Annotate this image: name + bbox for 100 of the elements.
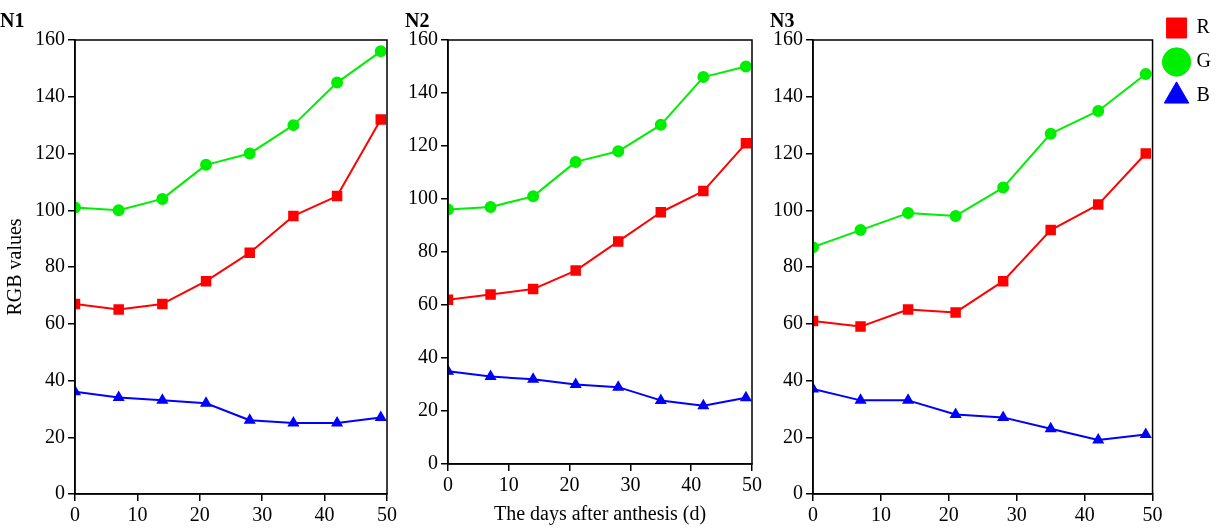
point xyxy=(200,397,212,407)
x-tick-label: 50 xyxy=(377,503,397,526)
x-tick-label: 30 xyxy=(620,473,641,496)
x-tick-label: 0 xyxy=(443,473,453,496)
point xyxy=(375,411,387,421)
y-tick-label: 140 xyxy=(408,80,438,103)
point xyxy=(655,394,667,404)
point xyxy=(527,190,540,203)
point xyxy=(1139,68,1152,81)
point xyxy=(200,275,212,287)
point xyxy=(1140,428,1152,438)
point xyxy=(997,411,1009,421)
point xyxy=(156,192,169,205)
y-tick-label: 80 xyxy=(783,254,803,277)
x-axis-title: The days after anthesis (d) xyxy=(493,502,707,526)
legend-label: B xyxy=(1196,83,1210,106)
point xyxy=(1140,148,1152,159)
point xyxy=(949,209,962,222)
y-tick-label: 120 xyxy=(408,133,438,156)
y-tick-label: 80 xyxy=(418,239,438,262)
point xyxy=(288,210,299,222)
x-tick-label: 10 xyxy=(870,503,891,526)
point xyxy=(157,394,168,404)
point xyxy=(570,265,581,276)
y-tick-label: 20 xyxy=(45,424,65,447)
x-tick-label: 20 xyxy=(559,473,580,496)
point xyxy=(997,181,1010,194)
point xyxy=(698,185,709,197)
legend-label: G xyxy=(1196,49,1212,72)
x-tick-label: 40 xyxy=(314,503,335,526)
point xyxy=(570,378,582,388)
point xyxy=(375,114,386,125)
point xyxy=(485,289,496,300)
point xyxy=(655,207,667,218)
point xyxy=(1045,224,1056,236)
point xyxy=(244,414,256,424)
y-tick-label: 140 xyxy=(773,84,803,106)
point xyxy=(331,76,344,89)
point xyxy=(698,399,709,410)
point xyxy=(113,391,125,402)
point xyxy=(855,321,866,332)
chart-title: N1 xyxy=(0,9,25,32)
point xyxy=(1045,422,1057,433)
x-tick-label: 20 xyxy=(189,503,210,526)
y-tick-label: 20 xyxy=(418,398,438,421)
point xyxy=(527,283,539,295)
point xyxy=(1092,434,1104,444)
point xyxy=(740,138,752,149)
point xyxy=(950,408,961,419)
x-tick-label: 40 xyxy=(1074,503,1095,526)
y-tick-label: 40 xyxy=(418,345,438,368)
point xyxy=(902,304,914,315)
y-tick-label: 120 xyxy=(35,140,65,163)
point xyxy=(613,236,624,247)
point xyxy=(200,158,213,171)
y-tick-label: 60 xyxy=(45,311,65,333)
point xyxy=(612,145,625,158)
x-tick-label: 50 xyxy=(742,473,762,496)
y-tick-label: 120 xyxy=(773,140,803,163)
y-tick-label: 40 xyxy=(45,367,65,390)
point xyxy=(112,204,125,217)
point xyxy=(484,200,497,213)
x-tick-label: 20 xyxy=(938,503,959,526)
y-tick-label: 100 xyxy=(773,197,803,220)
y-tick-label: 60 xyxy=(783,311,803,333)
x-tick-label: 30 xyxy=(1006,503,1027,526)
y-tick-label: 140 xyxy=(35,84,65,106)
x-tick-label: 0 xyxy=(70,503,80,526)
x-tick-label: 10 xyxy=(498,473,519,496)
point xyxy=(244,247,255,259)
point xyxy=(950,307,961,318)
x-tick-label: 10 xyxy=(127,503,148,526)
x-tick-label: 0 xyxy=(808,503,818,526)
point xyxy=(1092,104,1105,117)
point xyxy=(997,275,1009,287)
x-tick-label: 40 xyxy=(681,473,702,496)
point xyxy=(1092,199,1104,210)
y-tick-label: 100 xyxy=(408,186,438,209)
x-tick-label: 50 xyxy=(1142,503,1163,526)
point xyxy=(157,298,168,310)
y-tick-label: 40 xyxy=(783,367,803,390)
point xyxy=(740,391,752,402)
y-tick-label: 20 xyxy=(783,424,803,447)
point xyxy=(654,118,667,131)
point xyxy=(287,119,300,132)
y-tick-label: 160 xyxy=(35,27,65,50)
point xyxy=(612,381,624,391)
x-tick-label: 30 xyxy=(252,503,273,526)
y-tick-label: 100 xyxy=(35,197,65,220)
legend-label: R xyxy=(1196,15,1211,38)
point xyxy=(288,417,299,427)
point xyxy=(331,417,343,427)
point xyxy=(697,71,710,84)
point xyxy=(485,370,496,381)
y-axis-title: RGB values xyxy=(3,218,26,316)
point xyxy=(902,207,915,220)
y-tick-label: 80 xyxy=(45,254,65,277)
point xyxy=(331,190,343,202)
point xyxy=(374,45,387,58)
y-tick-label: 60 xyxy=(418,292,438,315)
